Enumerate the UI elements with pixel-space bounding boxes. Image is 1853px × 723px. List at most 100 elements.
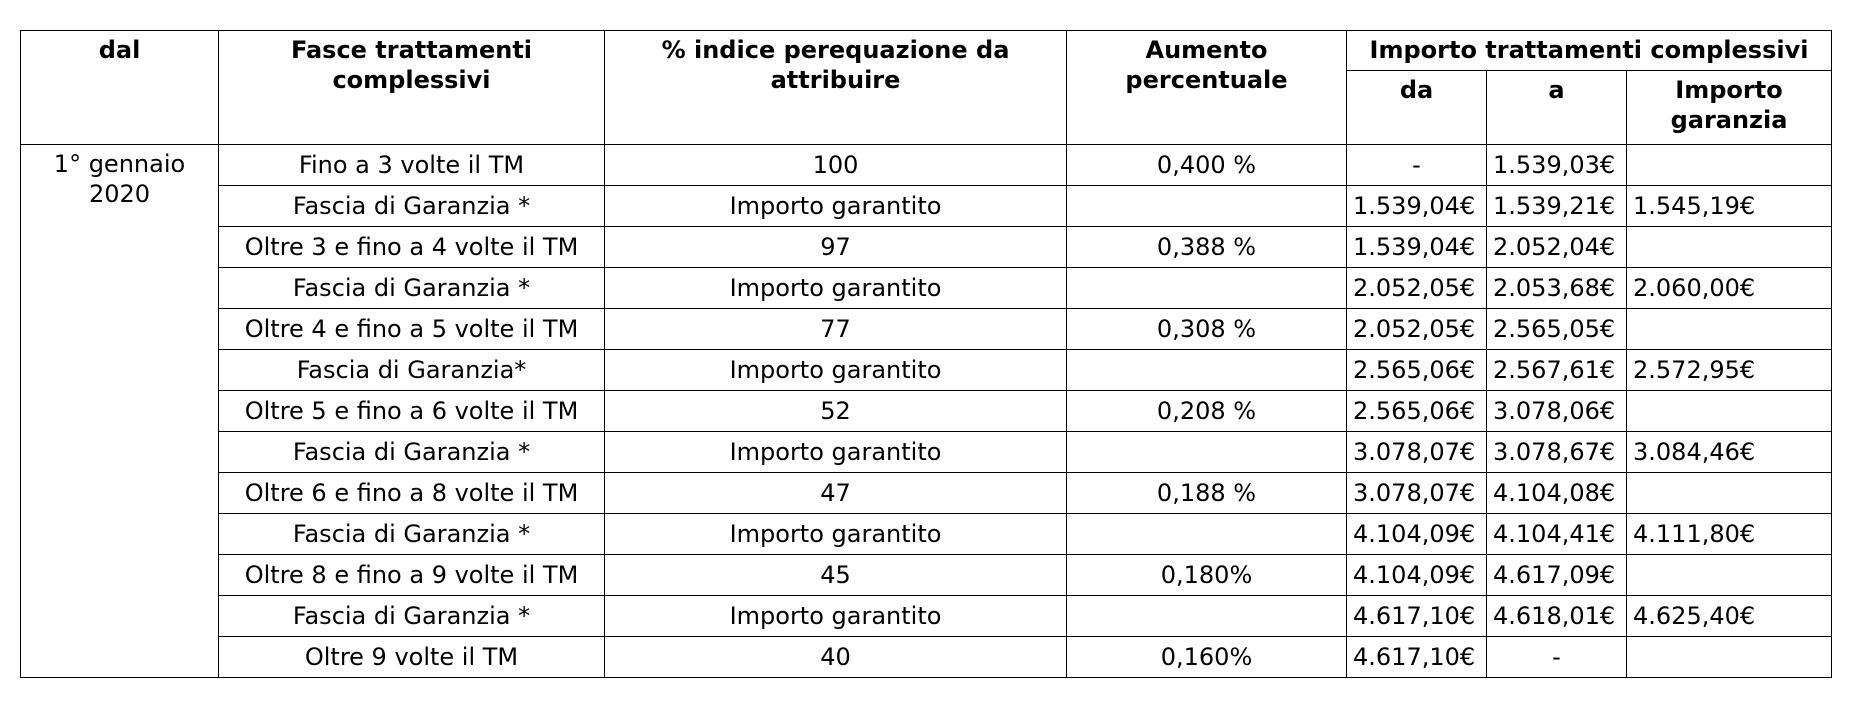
table-row: Oltre 5 e fino a 6 volte il TM 52 0,208 … [21, 390, 1833, 432]
da-cell: 3.078,07€ [1346, 472, 1487, 514]
da-cell: 1.539,04€ [1346, 226, 1487, 268]
fascia-cell: Fascia di Garanzia * [218, 595, 605, 637]
a-cell: 3.078,67€ [1486, 431, 1627, 473]
fascia-cell: Fascia di Garanzia* [218, 349, 605, 391]
table-row: Fascia di Garanzia* Importo garantito 2.… [21, 349, 1833, 391]
fascia-cell: Fino a 3 volte il TM [218, 144, 605, 186]
indice-cell: 47 [604, 472, 1067, 514]
da-cell: 2.052,05€ [1346, 267, 1487, 309]
fascia-cell: Fascia di Garanzia * [218, 267, 605, 309]
header-importo-group: Importo trattamenti complessivi [1345, 30, 1833, 71]
a-cell: 2.565,05€ [1486, 308, 1627, 350]
a-cell: 1.539,03€ [1486, 144, 1627, 186]
a-cell: 2.052,04€ [1486, 226, 1627, 268]
dal-cell: 1° gennaio 2020 [20, 144, 219, 678]
header-dal: dal [20, 30, 219, 145]
a-cell: - [1486, 636, 1627, 678]
table-row: Fascia di Garanzia * Importo garantito 1… [21, 185, 1833, 227]
fascia-cell: Oltre 8 e fino a 9 volte il TM [218, 554, 605, 596]
header-a: a [1486, 70, 1627, 145]
header-garanzia: Importo garanzia [1625, 70, 1833, 145]
a-cell: 2.053,68€ [1486, 267, 1627, 309]
a-cell: 4.104,08€ [1486, 472, 1627, 514]
da-cell: 4.104,09€ [1346, 513, 1487, 555]
da-cell: 3.078,07€ [1346, 431, 1487, 473]
indice-cell: Importo garantito [604, 513, 1067, 555]
da-cell: 1.539,04€ [1346, 185, 1487, 227]
indice-cell: 40 [604, 636, 1067, 678]
table-row: Oltre 9 volte il TM 40 0,160% 4.617,10€ … [21, 636, 1833, 678]
table-row: Fascia di Garanzia * Importo garantito 4… [21, 595, 1833, 637]
a-cell: 2.567,61€ [1486, 349, 1627, 391]
table-row: Fascia di Garanzia * Importo garantito 2… [21, 267, 1833, 309]
garanzia-cell: 4.625,40€ [1625, 595, 1833, 637]
fascia-cell: Oltre 5 e fino a 6 volte il TM [218, 390, 605, 432]
indice-cell: Importo garantito [604, 267, 1067, 309]
table-row: Oltre 3 e fino a 4 volte il TM 97 0,388 … [21, 226, 1833, 268]
indice-cell: 52 [604, 390, 1067, 432]
a-cell: 4.618,01€ [1486, 595, 1627, 637]
fascia-cell: Oltre 4 e fino a 5 volte il TM [218, 308, 605, 350]
perequazione-table: dal Fasce trattamenti complessivi % indi… [20, 30, 1833, 678]
da-cell: 2.052,05€ [1346, 308, 1487, 350]
indice-cell: 45 [604, 554, 1067, 596]
da-cell: 4.104,09€ [1346, 554, 1487, 596]
table-row: Oltre 6 e fino a 8 volte il TM 47 0,188 … [21, 472, 1833, 514]
fascia-cell: Fascia di Garanzia * [218, 431, 605, 473]
aumento-cell: 0,180% [1066, 554, 1347, 596]
header-fasce: Fasce trattamenti complessivi [218, 30, 605, 145]
fascia-cell: Fascia di Garanzia * [218, 185, 605, 227]
da-cell: 2.565,06€ [1346, 349, 1487, 391]
garanzia-cell: 4.111,80€ [1625, 513, 1833, 555]
da-cell: - [1346, 144, 1487, 186]
garanzia-cell: 2.060,00€ [1625, 267, 1833, 309]
aumento-cell [1066, 349, 1347, 391]
table-row: 1° gennaio 2020 Fino a 3 volte il TM 100… [20, 144, 1833, 678]
garanzia-cell: 3.084,46€ [1625, 431, 1833, 473]
a-cell: 3.078,06€ [1486, 390, 1627, 432]
table-row: Oltre 4 e fino a 5 volte il TM 77 0,308 … [21, 308, 1833, 350]
aumento-cell: 0,160% [1066, 636, 1347, 678]
garanzia-cell [1625, 636, 1833, 678]
table-row: Fascia di Garanzia * Importo garantito 3… [21, 431, 1833, 473]
aumento-cell [1066, 595, 1347, 637]
garanzia-cell: 1.545,19€ [1625, 185, 1833, 227]
header-da: da [1346, 70, 1487, 145]
aumento-cell: 0,188 % [1066, 472, 1347, 514]
fascia-cell: Oltre 9 volte il TM [218, 636, 605, 678]
a-cell: 1.539,21€ [1486, 185, 1627, 227]
table-row: Fascia di Garanzia * Importo garantito 4… [21, 513, 1833, 555]
da-cell: 2.565,06€ [1346, 390, 1487, 432]
header-aumento: Aumento percentuale [1066, 30, 1347, 145]
garanzia-cell [1625, 554, 1833, 596]
fascia-cell: Oltre 3 e fino a 4 volte il TM [218, 226, 605, 268]
aumento-cell: 0,308 % [1066, 308, 1347, 350]
indice-cell: 97 [604, 226, 1067, 268]
aumento-cell [1066, 267, 1347, 309]
aumento-cell [1066, 513, 1347, 555]
indice-cell: Importo garantito [604, 431, 1067, 473]
da-cell: 4.617,10€ [1346, 636, 1487, 678]
indice-cell: Importo garantito [604, 595, 1067, 637]
indice-cell: 100 [604, 144, 1067, 186]
garanzia-cell [1625, 144, 1833, 186]
a-cell: 4.617,09€ [1486, 554, 1627, 596]
aumento-cell: 0,388 % [1066, 226, 1347, 268]
table-row: Oltre 8 e fino a 9 volte il TM 45 0,180%… [21, 554, 1833, 596]
garanzia-cell: 2.572,95€ [1625, 349, 1833, 391]
aumento-cell: 0,208 % [1066, 390, 1347, 432]
garanzia-cell [1625, 472, 1833, 514]
fascia-cell: Fascia di Garanzia * [218, 513, 605, 555]
garanzia-cell [1625, 390, 1833, 432]
indice-cell: Importo garantito [604, 349, 1067, 391]
indice-cell: Importo garantito [604, 185, 1067, 227]
fascia-cell: Oltre 6 e fino a 8 volte il TM [218, 472, 605, 514]
garanzia-cell [1625, 226, 1833, 268]
aumento-cell [1066, 185, 1347, 227]
aumento-cell: 0,400 % [1066, 144, 1347, 186]
header-indice: % indice perequazione da attribuire [604, 30, 1067, 145]
aumento-cell [1066, 431, 1347, 473]
garanzia-cell [1625, 308, 1833, 350]
a-cell: 4.104,41€ [1486, 513, 1627, 555]
indice-cell: 77 [604, 308, 1067, 350]
